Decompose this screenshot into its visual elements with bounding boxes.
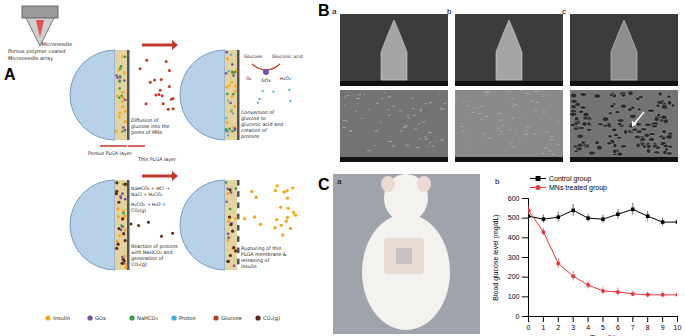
svg-text:9: 9	[661, 324, 665, 331]
svg-text:O₂: O₂	[246, 76, 252, 81]
svg-text:Thin PLGA layer: Thin PLGA layer	[137, 157, 176, 162]
svg-text:b: b	[447, 7, 452, 16]
svg-text:10: 10	[674, 324, 682, 331]
svg-text:GOx: GOx	[261, 78, 271, 83]
svg-text:c: c	[562, 7, 566, 16]
svg-text:H₂CO₃ → H₂O +: H₂CO₃ → H₂O +	[131, 202, 166, 207]
svg-text:gluconic acid and: gluconic acid and	[241, 122, 283, 127]
svg-text:Proton: Proton	[179, 315, 196, 321]
svg-text:6: 6	[616, 324, 620, 331]
svg-text:2: 2	[556, 324, 560, 331]
svg-text:7: 7	[631, 324, 635, 331]
svg-text:Porous polymer coated: Porous polymer coated	[8, 48, 66, 54]
svg-text:5: 5	[601, 324, 605, 331]
svg-text:0: 0	[516, 313, 520, 320]
svg-text:Diffusion of: Diffusion of	[131, 118, 159, 123]
svg-text:200: 200	[508, 273, 520, 280]
svg-text:with NaHCO₃ and: with NaHCO₃ and	[131, 250, 172, 255]
svg-text:0: 0	[527, 324, 531, 331]
svg-text:CO₂(g): CO₂(g)	[131, 262, 147, 267]
svg-text:NaHCO₃: NaHCO₃	[137, 315, 158, 321]
svg-text:H₂O₂: H₂O₂	[280, 76, 291, 81]
html-text:MNs treated group: MNs treated group	[549, 184, 607, 191]
svg-text:NaHCO₃ + HCl →: NaHCO₃ + HCl →	[131, 186, 170, 191]
svg-text:Microneedle array: Microneedle array	[8, 55, 53, 62]
svg-text:Time (h): Time (h)	[590, 334, 616, 336]
svg-text:b: b	[495, 177, 500, 186]
svg-text:100: 100	[508, 293, 520, 300]
svg-text:insulin: insulin	[241, 264, 257, 269]
svg-text:8: 8	[646, 324, 650, 331]
svg-text:B: B	[318, 2, 330, 19]
svg-text:Gluconic acid: Gluconic acid	[272, 54, 303, 59]
svg-text:4: 4	[586, 324, 590, 331]
svg-text:Glucose: Glucose	[244, 54, 262, 59]
svg-text:GOx: GOx	[95, 315, 106, 321]
svg-text:a: a	[337, 177, 342, 186]
svg-text:Glucose: Glucose	[221, 315, 242, 321]
svg-text:400: 400	[508, 234, 520, 241]
svg-text:A: A	[4, 66, 16, 83]
svg-text:releasing of: releasing of	[241, 258, 269, 263]
svg-text:Conversion of: Conversion of	[241, 110, 274, 115]
svg-text:3: 3	[571, 324, 575, 331]
svg-text:glucose into the: glucose into the	[131, 124, 170, 129]
svg-text:glucose to: glucose to	[241, 116, 266, 121]
svg-text:600: 600	[508, 195, 520, 202]
svg-text:1: 1	[541, 324, 545, 331]
svg-text:Insulin: Insulin	[53, 315, 70, 321]
svg-text:creation of: creation of	[241, 128, 267, 133]
svg-text:CO₂(g): CO₂(g)	[263, 315, 280, 322]
svg-text:Reaction of protons: Reaction of protons	[131, 244, 178, 249]
svg-text:pores of MNs: pores of MNs	[131, 130, 163, 135]
svg-text:a: a	[332, 7, 337, 16]
svg-text:Rupturing of thin: Rupturing of thin	[241, 246, 281, 251]
svg-text:Blood glucose level (mg/dL): Blood glucose level (mg/dL)	[492, 214, 500, 300]
svg-text:CO₂(g): CO₂(g)	[131, 208, 146, 213]
svg-text:300: 300	[508, 254, 520, 261]
svg-text:Porous PLGA layer: Porous PLGA layer	[88, 151, 132, 156]
svg-text:Microneedle: Microneedle	[42, 41, 72, 47]
svg-text:a: a	[337, 177, 342, 186]
svg-text:NaCl + H₂CO₃: NaCl + H₂CO₃	[131, 192, 163, 197]
svg-text:generation of: generation of	[131, 256, 164, 261]
svg-text:500: 500	[508, 214, 520, 221]
svg-text:C: C	[318, 176, 330, 193]
html-text:Control group: Control group	[549, 175, 592, 182]
svg-text:PLGA membrane &: PLGA membrane &	[241, 252, 287, 257]
svg-text:protons: protons	[241, 134, 260, 139]
